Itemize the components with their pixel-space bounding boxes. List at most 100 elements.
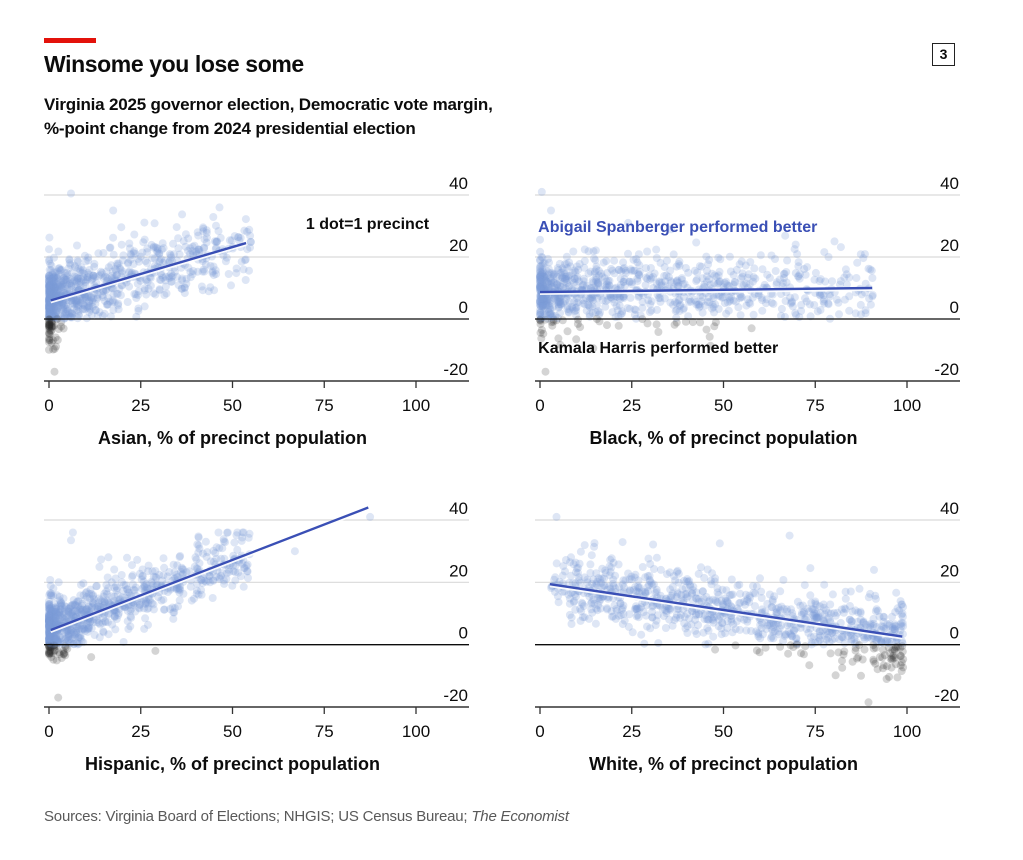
dot-spanberger-better bbox=[76, 604, 85, 613]
dot-spanberger-better bbox=[52, 302, 61, 311]
dot-spanberger-better bbox=[627, 280, 636, 289]
dot-spanberger-better bbox=[46, 287, 54, 296]
dot-spanberger-better bbox=[51, 307, 60, 316]
dot-spanberger-better bbox=[540, 295, 549, 303]
dot-spanberger-better bbox=[675, 261, 684, 270]
dot-spanberger-better bbox=[170, 608, 179, 617]
dot-spanberger-better bbox=[243, 560, 252, 569]
dot-spanberger-better bbox=[555, 298, 564, 307]
y-tick-label: 40 bbox=[940, 499, 959, 518]
dot-spanberger-better bbox=[92, 582, 101, 591]
dot-spanberger-better bbox=[540, 274, 549, 283]
dot-spanberger-better bbox=[74, 310, 83, 319]
dot-spanberger-better bbox=[737, 257, 746, 266]
dot-spanberger-better bbox=[140, 581, 149, 590]
dot-spanberger-better bbox=[536, 275, 545, 284]
dot-spanberger-better bbox=[748, 293, 757, 302]
dot-spanberger-better bbox=[579, 280, 588, 289]
dot-spanberger-better bbox=[594, 280, 602, 289]
dot-spanberger-better bbox=[57, 602, 66, 611]
dot-spanberger-better bbox=[607, 264, 616, 273]
dot-spanberger-better bbox=[45, 257, 53, 266]
dot-spanberger-better bbox=[579, 277, 588, 286]
dot-spanberger-better bbox=[45, 304, 54, 312]
dot-spanberger-better bbox=[705, 256, 714, 264]
x-tick-label: 50 bbox=[714, 722, 733, 741]
dot-spanberger-better bbox=[541, 300, 550, 309]
dot-spanberger-better bbox=[616, 295, 625, 304]
dot-spanberger-better bbox=[865, 294, 874, 303]
dot-spanberger-better bbox=[200, 267, 209, 276]
dot-spanberger-better bbox=[95, 602, 104, 611]
dot-spanberger-better bbox=[45, 285, 54, 294]
dot-spanberger-better bbox=[680, 280, 689, 288]
dot-spanberger-better bbox=[569, 278, 578, 287]
dot-spanberger-better bbox=[143, 605, 152, 613]
dot-spanberger-better bbox=[63, 304, 72, 313]
dot-spanberger-better bbox=[726, 267, 735, 276]
dot-spanberger-better bbox=[77, 263, 86, 272]
dot-spanberger-better bbox=[561, 272, 570, 281]
dot-spanberger-better bbox=[128, 561, 136, 570]
dot-spanberger-better bbox=[556, 297, 564, 305]
dot-spanberger-better bbox=[103, 596, 112, 605]
dot-spanberger-better bbox=[45, 304, 53, 313]
dot-spanberger-better bbox=[178, 210, 187, 219]
dot-harris-better bbox=[893, 673, 902, 682]
dot-spanberger-better bbox=[56, 282, 65, 291]
dot-spanberger-better bbox=[63, 307, 72, 316]
dot-spanberger-better bbox=[737, 274, 745, 283]
dot-spanberger-better bbox=[583, 575, 592, 584]
dot-spanberger-better bbox=[842, 280, 851, 289]
dot-spanberger-better bbox=[74, 307, 83, 316]
dot-spanberger-better bbox=[587, 284, 595, 292]
dot-spanberger-better bbox=[66, 603, 75, 612]
dot-spanberger-better bbox=[49, 290, 58, 298]
dot-spanberger-better bbox=[64, 264, 73, 273]
dot-spanberger-better bbox=[585, 301, 594, 310]
x-tick-label: 50 bbox=[223, 722, 242, 741]
dot-spanberger-better bbox=[626, 277, 634, 286]
dot-spanberger-better bbox=[136, 252, 145, 261]
dot-spanberger-better bbox=[543, 296, 552, 305]
dot-spanberger-better bbox=[112, 615, 121, 623]
dot-spanberger-better bbox=[165, 257, 174, 266]
dot-spanberger-better bbox=[536, 281, 545, 290]
dot-spanberger-better bbox=[169, 560, 178, 569]
dot-spanberger-better bbox=[45, 303, 53, 311]
brand-accent-bar bbox=[44, 38, 96, 43]
dot-spanberger-better bbox=[734, 303, 743, 312]
dot-spanberger-better bbox=[72, 273, 81, 282]
dot-spanberger-better bbox=[722, 280, 731, 289]
dot-spanberger-better bbox=[758, 296, 767, 305]
dot-spanberger-better bbox=[56, 266, 65, 275]
dot-spanberger-better bbox=[212, 243, 221, 252]
dot-spanberger-better bbox=[541, 305, 550, 314]
dot-spanberger-better bbox=[629, 255, 638, 264]
dot-spanberger-better bbox=[538, 276, 547, 285]
x-tick-label: 25 bbox=[622, 396, 641, 415]
dot-spanberger-better bbox=[45, 282, 54, 290]
dot-spanberger-better bbox=[873, 606, 882, 615]
subtitle-line-2: %-point change from 2024 presidential el… bbox=[44, 119, 416, 138]
dot-spanberger-better bbox=[582, 281, 591, 290]
dot-spanberger-better bbox=[50, 272, 59, 281]
dot-spanberger-better bbox=[134, 254, 143, 263]
dot-spanberger-better bbox=[99, 614, 107, 622]
dot-spanberger-better bbox=[142, 290, 151, 299]
dot-spanberger-better bbox=[45, 265, 54, 274]
dot-spanberger-better bbox=[194, 548, 203, 557]
dot-spanberger-better bbox=[45, 303, 54, 312]
dot-harris-better bbox=[576, 323, 585, 332]
dot-spanberger-better bbox=[45, 634, 54, 643]
annotation-label: Abigail Spanberger performed better bbox=[538, 219, 817, 236]
dot-spanberger-better bbox=[116, 291, 125, 300]
dot-spanberger-better bbox=[125, 267, 134, 276]
dot-spanberger-better bbox=[722, 277, 731, 286]
dot-spanberger-better bbox=[46, 581, 55, 590]
dot-spanberger-better bbox=[223, 528, 232, 537]
dot-spanberger-better bbox=[647, 274, 656, 283]
dot-spanberger-better bbox=[592, 275, 601, 284]
dot-spanberger-better bbox=[217, 571, 225, 580]
dot-harris-better bbox=[63, 644, 72, 653]
